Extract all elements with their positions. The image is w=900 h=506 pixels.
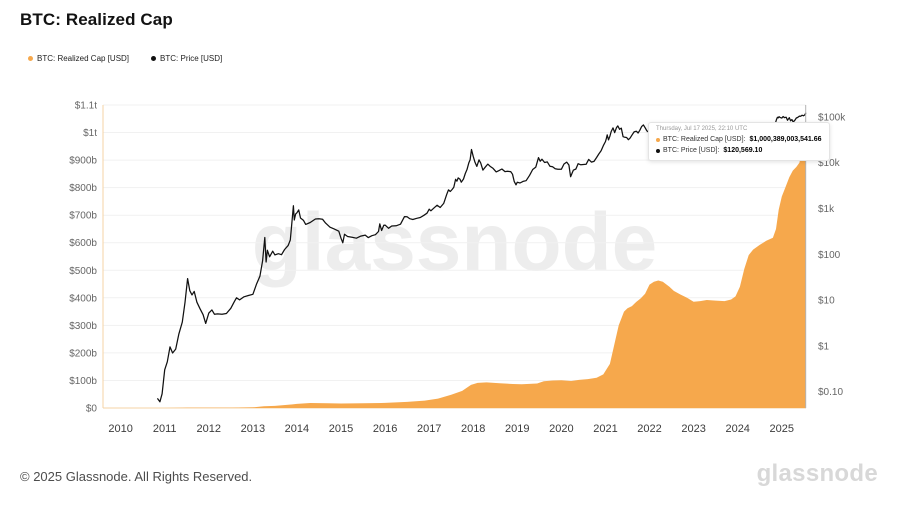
x-axis-label: 2012 (197, 423, 221, 435)
y-axis-left-label: $300b (69, 321, 97, 332)
y-axis-right-label: $10k (818, 158, 841, 169)
y-axis-left-label: $1t (83, 128, 97, 139)
y-axis-right-label: $10 (818, 296, 835, 307)
x-axis-label: 2019 (505, 423, 529, 435)
legend-item-realized-cap[interactable]: BTC: Realized Cap [USD] (28, 54, 129, 63)
x-axis-label: 2011 (153, 423, 177, 435)
y-axis-left-label: $400b (69, 293, 97, 304)
realized-cap-area (157, 132, 806, 408)
x-axis-label: 2023 (681, 423, 705, 435)
chart-tooltip: Thursday, Jul 17 2025, 22:10 UTC BTC: Re… (648, 122, 830, 162)
y-axis-left-label: $100b (69, 376, 97, 387)
x-axis-label: 2020 (549, 423, 573, 435)
y-axis-right-label: $1k (818, 204, 835, 215)
y-axis-right-label: $0.10 (818, 387, 843, 398)
tooltip-row: BTC: Realized Cap [USD]: $1,000,389,003,… (656, 134, 822, 145)
tooltip-row: BTC: Price [USD]: $120,569.10 (656, 145, 822, 156)
x-axis-label: 2016 (373, 423, 397, 435)
x-axis-label: 2014 (285, 423, 309, 435)
y-axis-right-label: $100k (818, 112, 846, 123)
x-axis-label: 2010 (108, 423, 132, 435)
page-title: BTC: Realized Cap (20, 10, 173, 29)
series-legend: BTC: Realized Cap [USD] BTC: Price [USD] (28, 54, 222, 63)
y-axis-left-label: $0 (86, 404, 98, 415)
tooltip-date: Thursday, Jul 17 2025, 22:10 UTC (656, 126, 748, 132)
footer-copyright: © 2025 Glassnode. All Rights Reserved. (20, 469, 253, 484)
x-axis-label: 2017 (417, 423, 441, 435)
x-axis-label: 2025 (770, 423, 794, 435)
y-axis-right-label: $1 (818, 341, 830, 352)
tooltip-label: BTC: Realized Cap [USD]: (663, 136, 746, 143)
y-axis-right-label: $100 (818, 250, 841, 261)
x-axis-label: 2018 (461, 423, 485, 435)
y-axis-left-label: $200b (69, 348, 97, 359)
tooltip-swatch-icon (656, 137, 660, 142)
legend-label: BTC: Price [USD] (160, 54, 223, 63)
y-axis-left-label: $600b (69, 238, 97, 249)
y-axis-left-label: $700b (69, 211, 97, 222)
x-axis-label: 2024 (725, 423, 749, 435)
x-axis-label: 2013 (241, 423, 265, 435)
tooltip-value: $1,000,389,003,541.66 (749, 136, 822, 143)
y-axis-left-label: $800b (69, 183, 97, 194)
legend-swatch-icon (28, 56, 33, 61)
x-axis-label: 2022 (637, 423, 661, 435)
y-axis-left-label: $900b (69, 156, 97, 167)
glassnode-wordmark-logo: glassnode (756, 460, 878, 487)
y-axis-left-label: $500b (69, 266, 97, 277)
tooltip-swatch-icon (656, 148, 660, 153)
legend-item-price[interactable]: BTC: Price [USD] (151, 54, 222, 63)
tooltip-label: BTC: Price [USD]: (663, 147, 720, 155)
y-axis-left-label: $1.1t (75, 101, 97, 112)
x-axis-label: 2015 (329, 423, 353, 435)
tooltip-value: $120,569.10 (723, 147, 763, 155)
legend-label: BTC: Realized Cap [USD] (37, 54, 130, 63)
x-axis-label: 2021 (593, 423, 617, 435)
legend-swatch-icon (151, 56, 157, 61)
